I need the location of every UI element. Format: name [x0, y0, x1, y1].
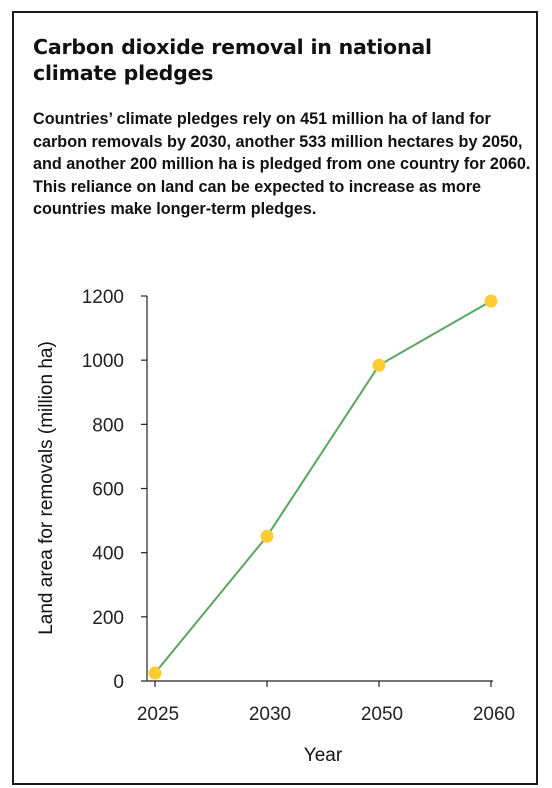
chart-subtitle: Countries’ climate pledges rely on 451 m… — [33, 110, 531, 218]
data-point-2050 — [372, 358, 386, 372]
x-tick-label: 2025 — [137, 704, 179, 725]
y-tick-label: 200 — [92, 608, 124, 629]
x-axis: 2025 2030 2050 2060 — [137, 680, 515, 725]
data-point-2025 — [148, 666, 162, 680]
x-axis-title: Year — [304, 745, 343, 766]
y-tick-label: 1000 — [82, 351, 124, 372]
series-line — [154, 300, 492, 674]
chart-title: Carbon dioxide removal in national clima… — [33, 35, 432, 85]
series — [148, 294, 498, 680]
y-axis: 0 200 400 600 800 1000 1200 — [82, 287, 148, 693]
y-tick-label: 800 — [92, 415, 124, 436]
x-tick-label: 2050 — [361, 704, 403, 725]
y-tick-label: 400 — [92, 544, 124, 565]
x-tick-label: 2060 — [473, 704, 515, 725]
y-tick-label: 600 — [92, 480, 124, 501]
chart-card — [12, 11, 538, 785]
y-axis-title: Land area for removals (million ha) — [36, 341, 57, 635]
y-tick-label: 1200 — [82, 287, 124, 308]
x-tick-label: 2030 — [249, 704, 291, 725]
data-point-2030 — [260, 529, 274, 543]
data-point-2060 — [484, 294, 498, 308]
y-tick-label: 0 — [113, 672, 124, 693]
